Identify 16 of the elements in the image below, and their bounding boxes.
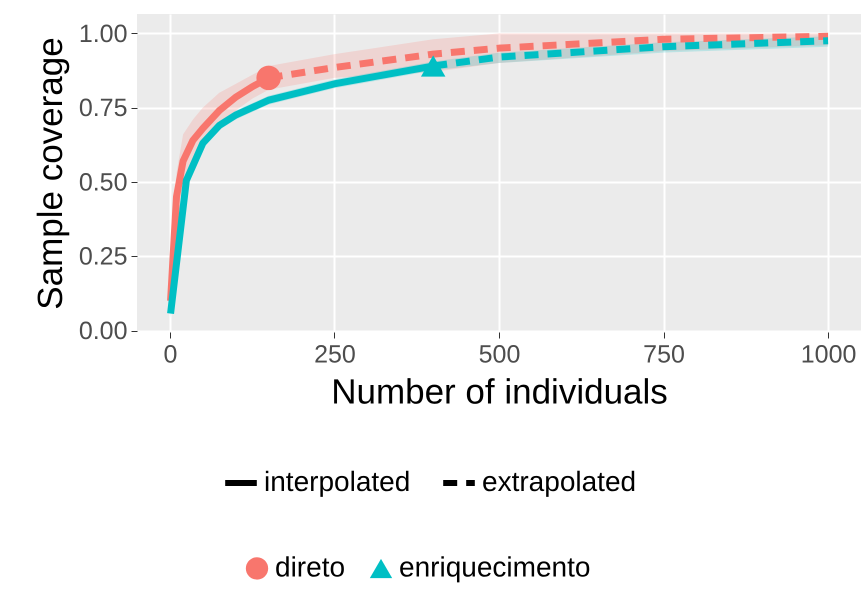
x-tick-label: 500 (478, 340, 520, 368)
y-tick-label: 0.25 (78, 242, 128, 271)
x-axis-title: Number of individuals (331, 372, 668, 412)
text: extrapolated (482, 466, 636, 497)
x-tick-label: 250 (314, 340, 356, 368)
y-axis-title: Sample coverage (30, 37, 70, 310)
x-tick-label: 750 (643, 340, 685, 368)
legend-label: enriquecimento (399, 552, 590, 582)
legend-label: direto (275, 551, 346, 582)
y-tick-label: 0.50 (78, 168, 128, 196)
y-tick-label: 0.75 (78, 94, 128, 122)
y-tick-label: 1.00 (78, 20, 128, 48)
text: interpolated (264, 466, 410, 497)
y-tick-label: 0.00 (78, 317, 128, 346)
x-tick-label: 0 (163, 340, 178, 368)
x-tick-label: 1000 (800, 340, 856, 368)
